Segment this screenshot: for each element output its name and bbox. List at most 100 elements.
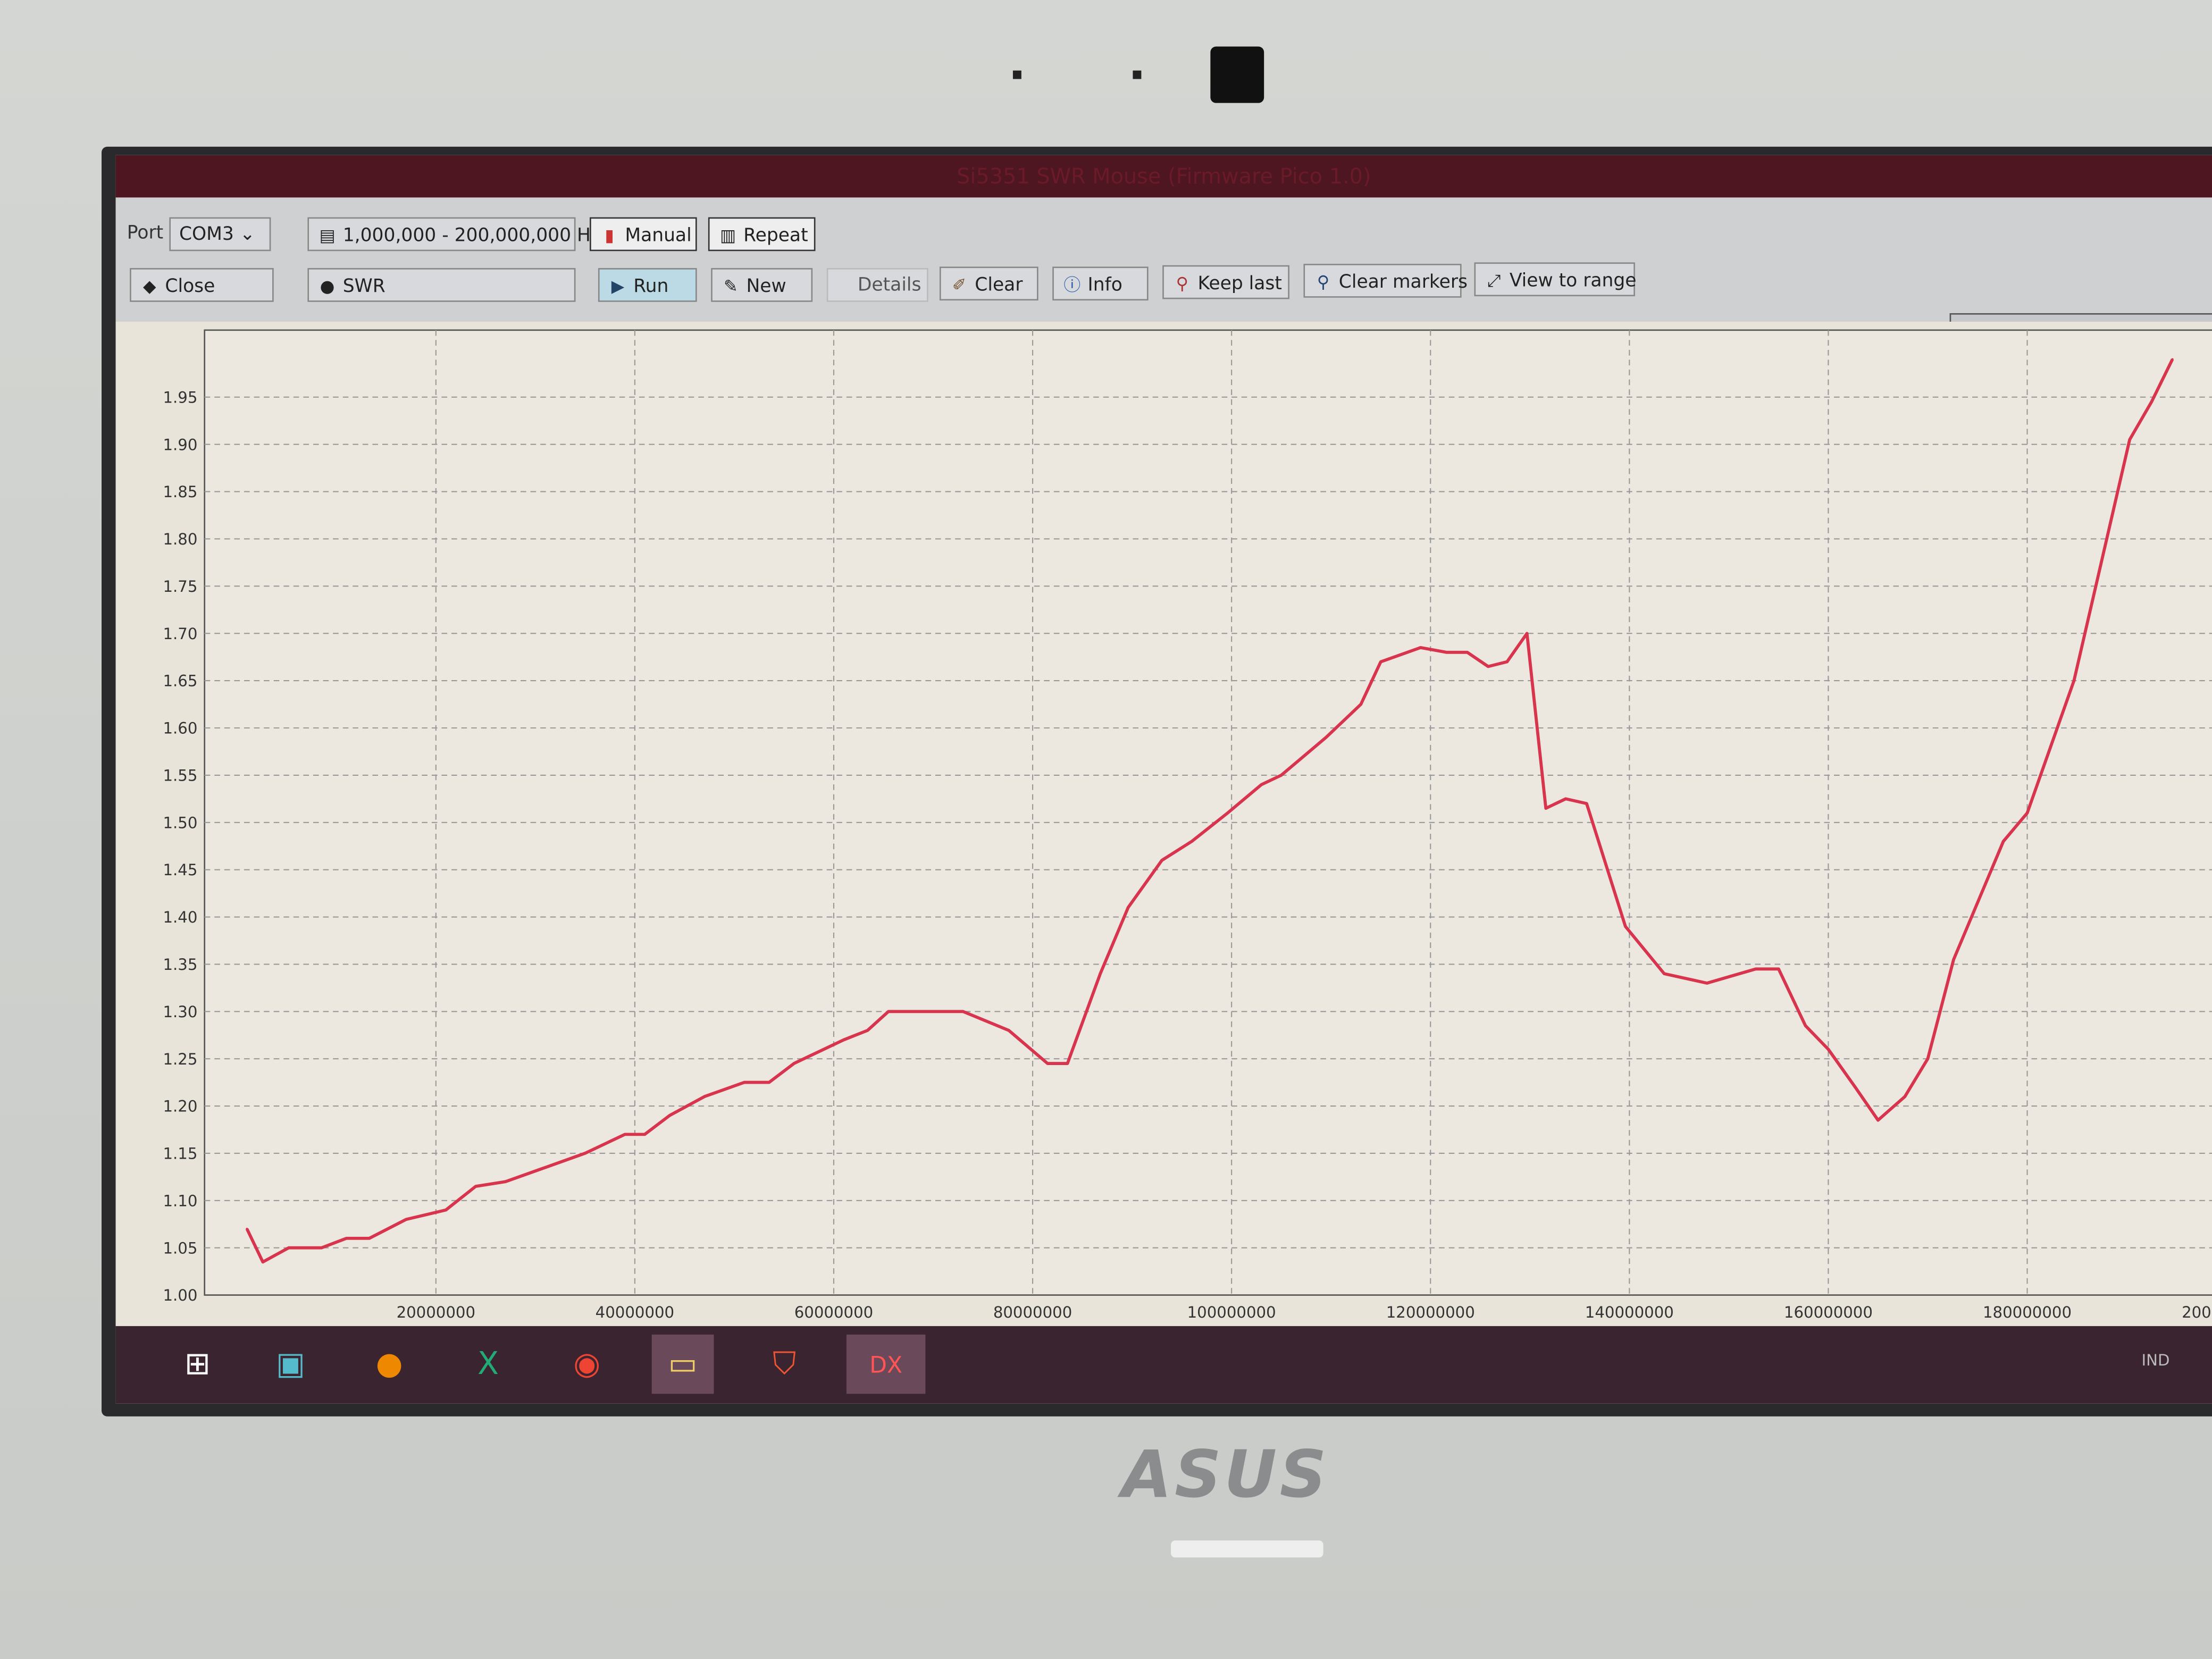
frequency-range-button[interactable]: ▤ 1,000,000 - 200,000,000 Hz	[307, 217, 600, 252]
y-tick-label: 1.95	[163, 388, 197, 406]
swr-data-point	[1624, 925, 1627, 928]
swr-data-point	[793, 1062, 795, 1065]
details-button[interactable]: Details	[826, 268, 928, 302]
swr-data-point	[287, 1246, 290, 1249]
swr-data-point	[866, 1029, 869, 1032]
firefox-icon[interactable]: ●	[375, 1346, 403, 1382]
clear-button[interactable]: ✐ Clear	[939, 266, 1038, 301]
swr-data-point	[1545, 807, 1547, 810]
y-tick-label: 1.90	[163, 435, 197, 454]
marker-icon: ⚲	[1317, 272, 1330, 292]
chevron-down-icon: ⌄	[239, 224, 255, 246]
y-tick-label: 1.75	[163, 577, 197, 596]
y-tick-label: 1.45	[163, 861, 197, 879]
swr-data-point	[1360, 703, 1362, 706]
swr-series-line	[245, 358, 2174, 1264]
swr-data-point	[1706, 982, 1708, 985]
screen: Si5351 SWR Mouse (Firmware Pico 1.0) Por…	[115, 155, 2212, 1404]
dx-icon[interactable]: DX	[846, 1334, 926, 1394]
swr-data-point	[1066, 1062, 1069, 1065]
info-button[interactable]: ⓘ Info	[1052, 266, 1149, 301]
swr-data-point	[1466, 651, 1469, 653]
swr-data-point	[1506, 660, 1509, 663]
plug-icon: ◆	[143, 276, 156, 297]
swr-data-point	[1325, 736, 1327, 739]
chrome-icon[interactable]: ◉	[573, 1346, 601, 1382]
tray-language[interactable]: IND	[2141, 1351, 2170, 1370]
windows-start-icon[interactable]: ⊞	[184, 1346, 211, 1382]
repeat-button[interactable]: ▥ Repeat	[708, 217, 816, 252]
swr-chart[interactable]: 1.00 1.05 1.10 1.15 1.20 1.25 1.30 1.35 1.40 1.45…	[115, 321, 2212, 1326]
pin-icon: ⚲	[1176, 273, 1188, 294]
swr-data-point	[262, 1261, 264, 1263]
zoom-range-icon: ⤢	[1487, 271, 1501, 291]
play-icon: ▶	[611, 276, 625, 297]
swr-data-point	[1161, 859, 1163, 861]
y-tick-label: 1.65	[163, 672, 197, 690]
x-tick-label: 200000000	[2182, 1303, 2212, 1321]
taskbar: ⊞ ▣ ● X ◉ ▭ ⛉ DX IND	[115, 1326, 2212, 1404]
keep-last-button[interactable]: ⚲ Keep last	[1162, 265, 1289, 299]
brave-icon[interactable]: ⛉	[773, 1346, 797, 1382]
x-tick-label: 100000000	[1187, 1303, 1276, 1321]
new-button[interactable]: ✎ New	[711, 268, 813, 302]
toolbar: Port COM3 ⌄ ▤ 1,000,000 - 200,000,000 Hz …	[115, 197, 2212, 322]
excel-icon[interactable]: X	[477, 1346, 499, 1382]
manual-button[interactable]: ▮ Manual	[589, 217, 697, 252]
clear-markers-button[interactable]: ⚲ Clear markers	[1303, 264, 1468, 298]
swr-data-point	[2002, 840, 2005, 843]
swr-data-point	[1926, 1058, 1929, 1060]
swr-data-point	[1487, 665, 1489, 668]
swr-data-point	[1191, 840, 1193, 843]
app-icon[interactable]: ▣	[275, 1346, 306, 1382]
swr-data-point	[1952, 958, 1955, 961]
y-tick-label: 1.15	[163, 1145, 197, 1163]
swr-data-point	[1854, 1086, 1857, 1088]
port-value: COM3	[179, 224, 234, 246]
swr-data-point	[584, 1152, 586, 1155]
swr-icon: ●	[320, 276, 335, 297]
y-tick-label: 1.40	[163, 908, 197, 926]
port-label: Port	[127, 223, 164, 244]
swr-data-point	[668, 1114, 671, 1117]
y-tick-label: 1.05	[163, 1239, 197, 1257]
view-to-range-button[interactable]: ⤢ View to range	[1474, 262, 1637, 297]
swr-data-point	[474, 1185, 477, 1188]
y-tick-label: 1.00	[163, 1286, 197, 1304]
film-icon: ▥	[719, 225, 736, 246]
x-tick-label: 40000000	[596, 1303, 674, 1321]
swr-data-point	[1777, 968, 1780, 970]
x-tick-label: 60000000	[794, 1303, 873, 1321]
sensor-dot	[1133, 70, 1142, 79]
swr-data-point	[887, 1010, 890, 1013]
swr-data-point	[320, 1246, 323, 1249]
calendar-icon: ▤	[319, 225, 336, 246]
run-button[interactable]: ▶ Run	[598, 268, 697, 302]
file-explorer-icon[interactable]: ▭	[651, 1334, 714, 1394]
x-tick-label: 20000000	[397, 1303, 475, 1321]
swr-data-point	[544, 1166, 547, 1169]
mode-select[interactable]: ● SWR	[307, 268, 576, 302]
x-tick-label: 140000000	[1585, 1303, 1674, 1321]
swr-data-point	[368, 1237, 371, 1240]
y-tick-label: 1.50	[163, 814, 197, 832]
swr-data-point	[1663, 973, 1665, 975]
swr-data-point	[2026, 811, 2029, 815]
y-tick-label: 1.25	[163, 1050, 197, 1068]
swr-data-point	[768, 1081, 770, 1084]
hinge	[1171, 1540, 1323, 1558]
swr-data-point	[842, 1038, 845, 1041]
close-button[interactable]: ◆ Close	[130, 268, 274, 302]
y-tick-label: 1.70	[163, 625, 197, 643]
y-tick-label: 1.35	[163, 956, 197, 974]
y-tick-label: 1.85	[163, 483, 197, 501]
port-select[interactable]: COM3 ⌄	[169, 217, 271, 252]
swr-data-point	[1754, 968, 1757, 970]
sensor-dot	[1012, 70, 1021, 79]
swr-data-point	[1876, 1119, 1880, 1121]
y-tick-label: 1.60	[163, 719, 197, 738]
swr-data-point	[2129, 438, 2131, 441]
swr-data-point	[932, 1010, 935, 1013]
swr-data-point	[1564, 798, 1567, 800]
